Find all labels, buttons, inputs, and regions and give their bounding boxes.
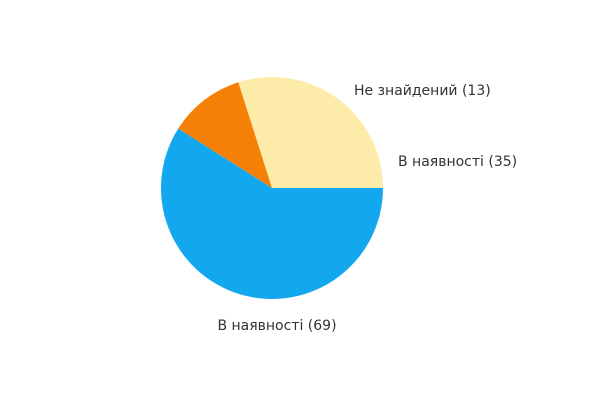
slice-label-2: Не знайдений (13) bbox=[354, 83, 491, 99]
slice-label-3: В наявності (69) bbox=[217, 318, 336, 334]
slice-label-1: В наявності (35) bbox=[398, 154, 517, 170]
pie-slice-3 bbox=[161, 128, 383, 299]
pie-slice-2 bbox=[178, 82, 272, 188]
pie-labels: В наявності (35) Не знайдений (13) В наявн… bbox=[217, 83, 517, 334]
pie-slices bbox=[161, 77, 383, 299]
pie-slice-1 bbox=[238, 77, 383, 188]
